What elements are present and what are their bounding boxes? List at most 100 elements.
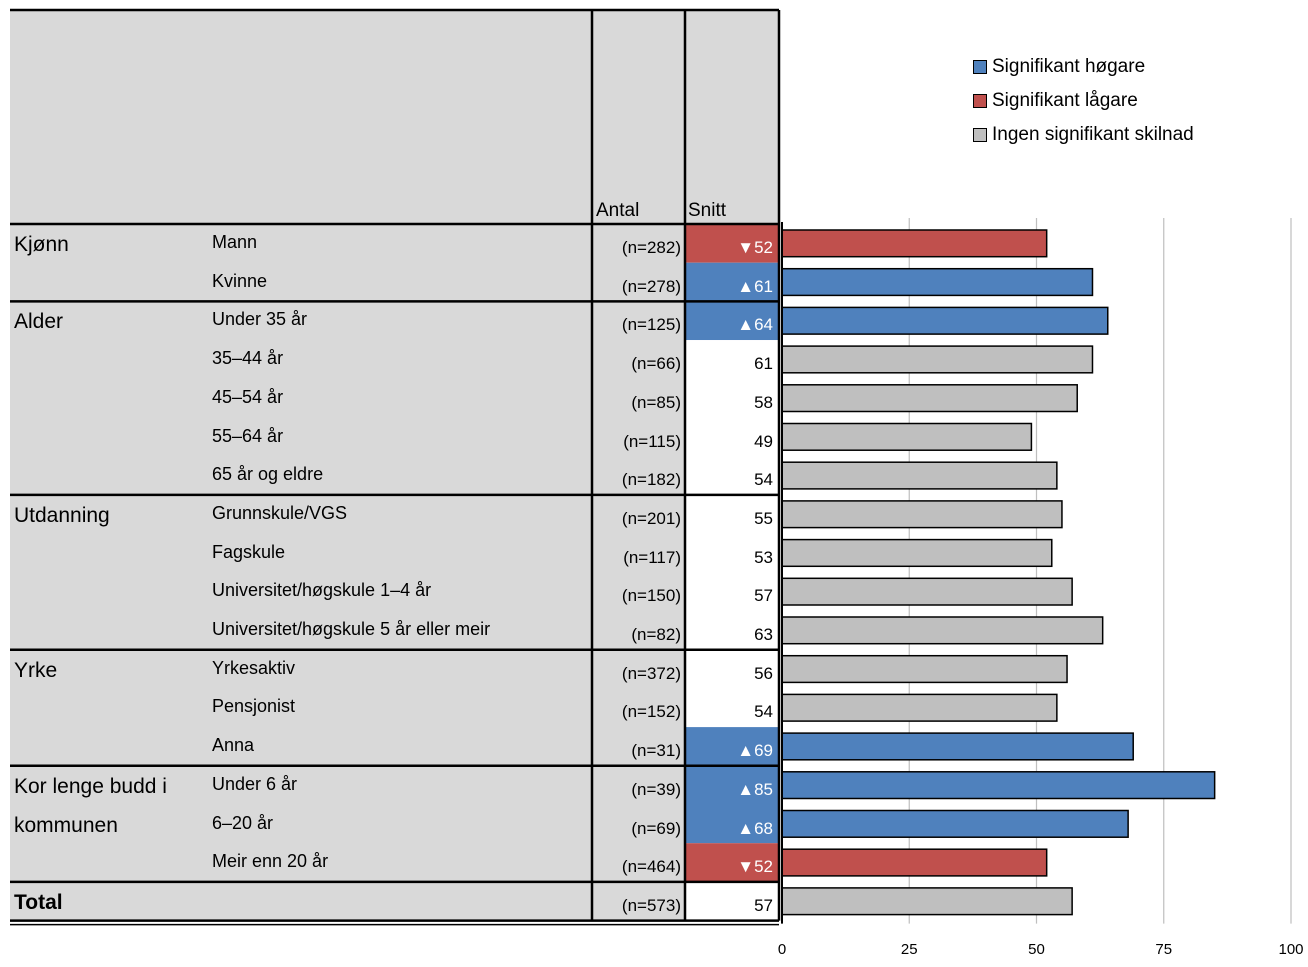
snitt-value: ▲85	[687, 781, 773, 798]
chart-bar	[781, 732, 1134, 761]
row-n: (n=150)	[621, 586, 681, 606]
row-label: Under 6 år	[212, 773, 298, 794]
snitt-value: 61	[687, 355, 773, 372]
header-snitt: Snitt	[688, 200, 727, 221]
chart-bar	[781, 461, 1058, 490]
row-label: 65 år og eldre	[212, 464, 324, 485]
snitt-number: 53	[754, 547, 773, 567]
snitt-value: 53	[687, 549, 773, 566]
snitt-cell	[685, 804, 779, 844]
row-label: Yrkesaktiv	[212, 657, 296, 678]
row-label: Under 35 år	[212, 309, 308, 330]
snitt-value: ▼52	[687, 239, 773, 256]
snitt-number: 54	[754, 470, 773, 490]
snitt-number: 56	[754, 663, 773, 683]
group-label: Total	[14, 890, 63, 914]
snitt-cell	[685, 611, 779, 650]
row-n: (n=278)	[621, 276, 681, 296]
row-label: 45–54 år	[212, 386, 284, 407]
snitt-cell	[685, 224, 779, 263]
chart-bar	[781, 693, 1058, 722]
group-label-line2: kommunen	[14, 813, 118, 837]
snitt-value: 63	[687, 626, 773, 643]
chart-bar	[781, 771, 1216, 800]
snitt-number: 64	[754, 315, 773, 335]
snitt-number: 55	[754, 508, 773, 528]
snitt-number: 52	[754, 238, 773, 257]
up-arrow-icon: ▲	[737, 741, 755, 761]
snitt-cell	[685, 843, 779, 882]
group-label: Kjønn	[14, 233, 69, 256]
row-n: (n=464)	[621, 857, 681, 877]
row-label: Pensjonist	[212, 696, 296, 717]
row-label: 55–64 år	[212, 425, 284, 446]
snitt-number: 68	[754, 818, 773, 838]
chart-bar	[781, 654, 1068, 684]
snitt-cell	[685, 649, 779, 689]
header-antal: Antal	[596, 200, 640, 221]
chart-bar	[781, 384, 1078, 413]
snitt-value: ▲61	[687, 278, 773, 295]
snitt-value: 54	[687, 703, 773, 720]
down-arrow-icon: ▼	[737, 857, 755, 877]
x-tick-label: 0	[777, 940, 787, 958]
snitt-number: 61	[754, 354, 773, 374]
chart-bar	[781, 887, 1073, 916]
snitt-number: 61	[754, 276, 773, 296]
chart-bar	[781, 616, 1104, 645]
row-n: (n=82)	[631, 625, 681, 644]
x-tick-label: 100	[1278, 940, 1304, 958]
row-label: Mann	[212, 232, 258, 252]
snitt-cell	[685, 881, 779, 921]
snitt-value: 58	[687, 394, 773, 411]
x-tick-label: 75	[1155, 940, 1173, 958]
row-label: 35–44 år	[212, 348, 284, 369]
row-n: (n=85)	[631, 392, 681, 412]
row-label: Meir enn 20 år	[212, 851, 329, 872]
snitt-value: ▼52	[687, 858, 773, 875]
up-arrow-icon: ▲	[737, 779, 755, 799]
legend-label: Signifikant lågare	[992, 90, 1138, 111]
row-label: Universitet/høgskule 5 år eller meir	[212, 619, 491, 639]
up-arrow-icon: ▲	[737, 315, 755, 335]
snitt-cell	[685, 340, 779, 379]
snitt-value: 57	[687, 587, 773, 604]
snitt-number: 54	[754, 702, 773, 722]
snitt-cell	[685, 417, 779, 457]
snitt-number: 58	[754, 392, 773, 412]
snitt-cell	[685, 765, 779, 805]
legend-label: Ingen signifikant skilnad	[992, 124, 1194, 145]
snitt-number: 85	[754, 779, 773, 799]
legend-swatch	[973, 128, 987, 142]
snitt-value: 56	[687, 665, 773, 682]
snitt-cell	[685, 727, 779, 766]
row-label: Kvinne	[212, 270, 268, 291]
table-body-background	[10, 224, 685, 921]
up-arrow-icon: ▲	[737, 818, 755, 838]
snitt-value: ▲64	[687, 316, 773, 333]
snitt-number: 49	[754, 431, 773, 451]
snitt-cell	[685, 688, 779, 728]
snitt-cell	[685, 378, 779, 418]
snitt-cell	[685, 533, 779, 573]
snitt-cell	[685, 456, 779, 495]
row-label: 6–20 år	[212, 812, 274, 833]
chart-bar	[781, 809, 1129, 838]
legend-swatch	[973, 94, 987, 108]
chart-bar	[781, 848, 1048, 877]
snitt-number: 57	[754, 586, 773, 606]
chart-bar	[781, 538, 1053, 568]
row-label: Grunnskule/VGS	[212, 502, 348, 523]
row-n: (n=31)	[631, 741, 681, 761]
chart-bar	[781, 229, 1048, 258]
snitt-number: 63	[754, 625, 773, 644]
group-label: Yrke	[14, 658, 58, 682]
snitt-cell	[685, 494, 779, 534]
row-n: (n=182)	[621, 470, 681, 490]
snitt-number: 69	[754, 741, 773, 761]
snitt-cell	[685, 301, 779, 341]
snitt-value: ▲68	[687, 820, 773, 837]
row-n: (n=39)	[631, 779, 681, 799]
